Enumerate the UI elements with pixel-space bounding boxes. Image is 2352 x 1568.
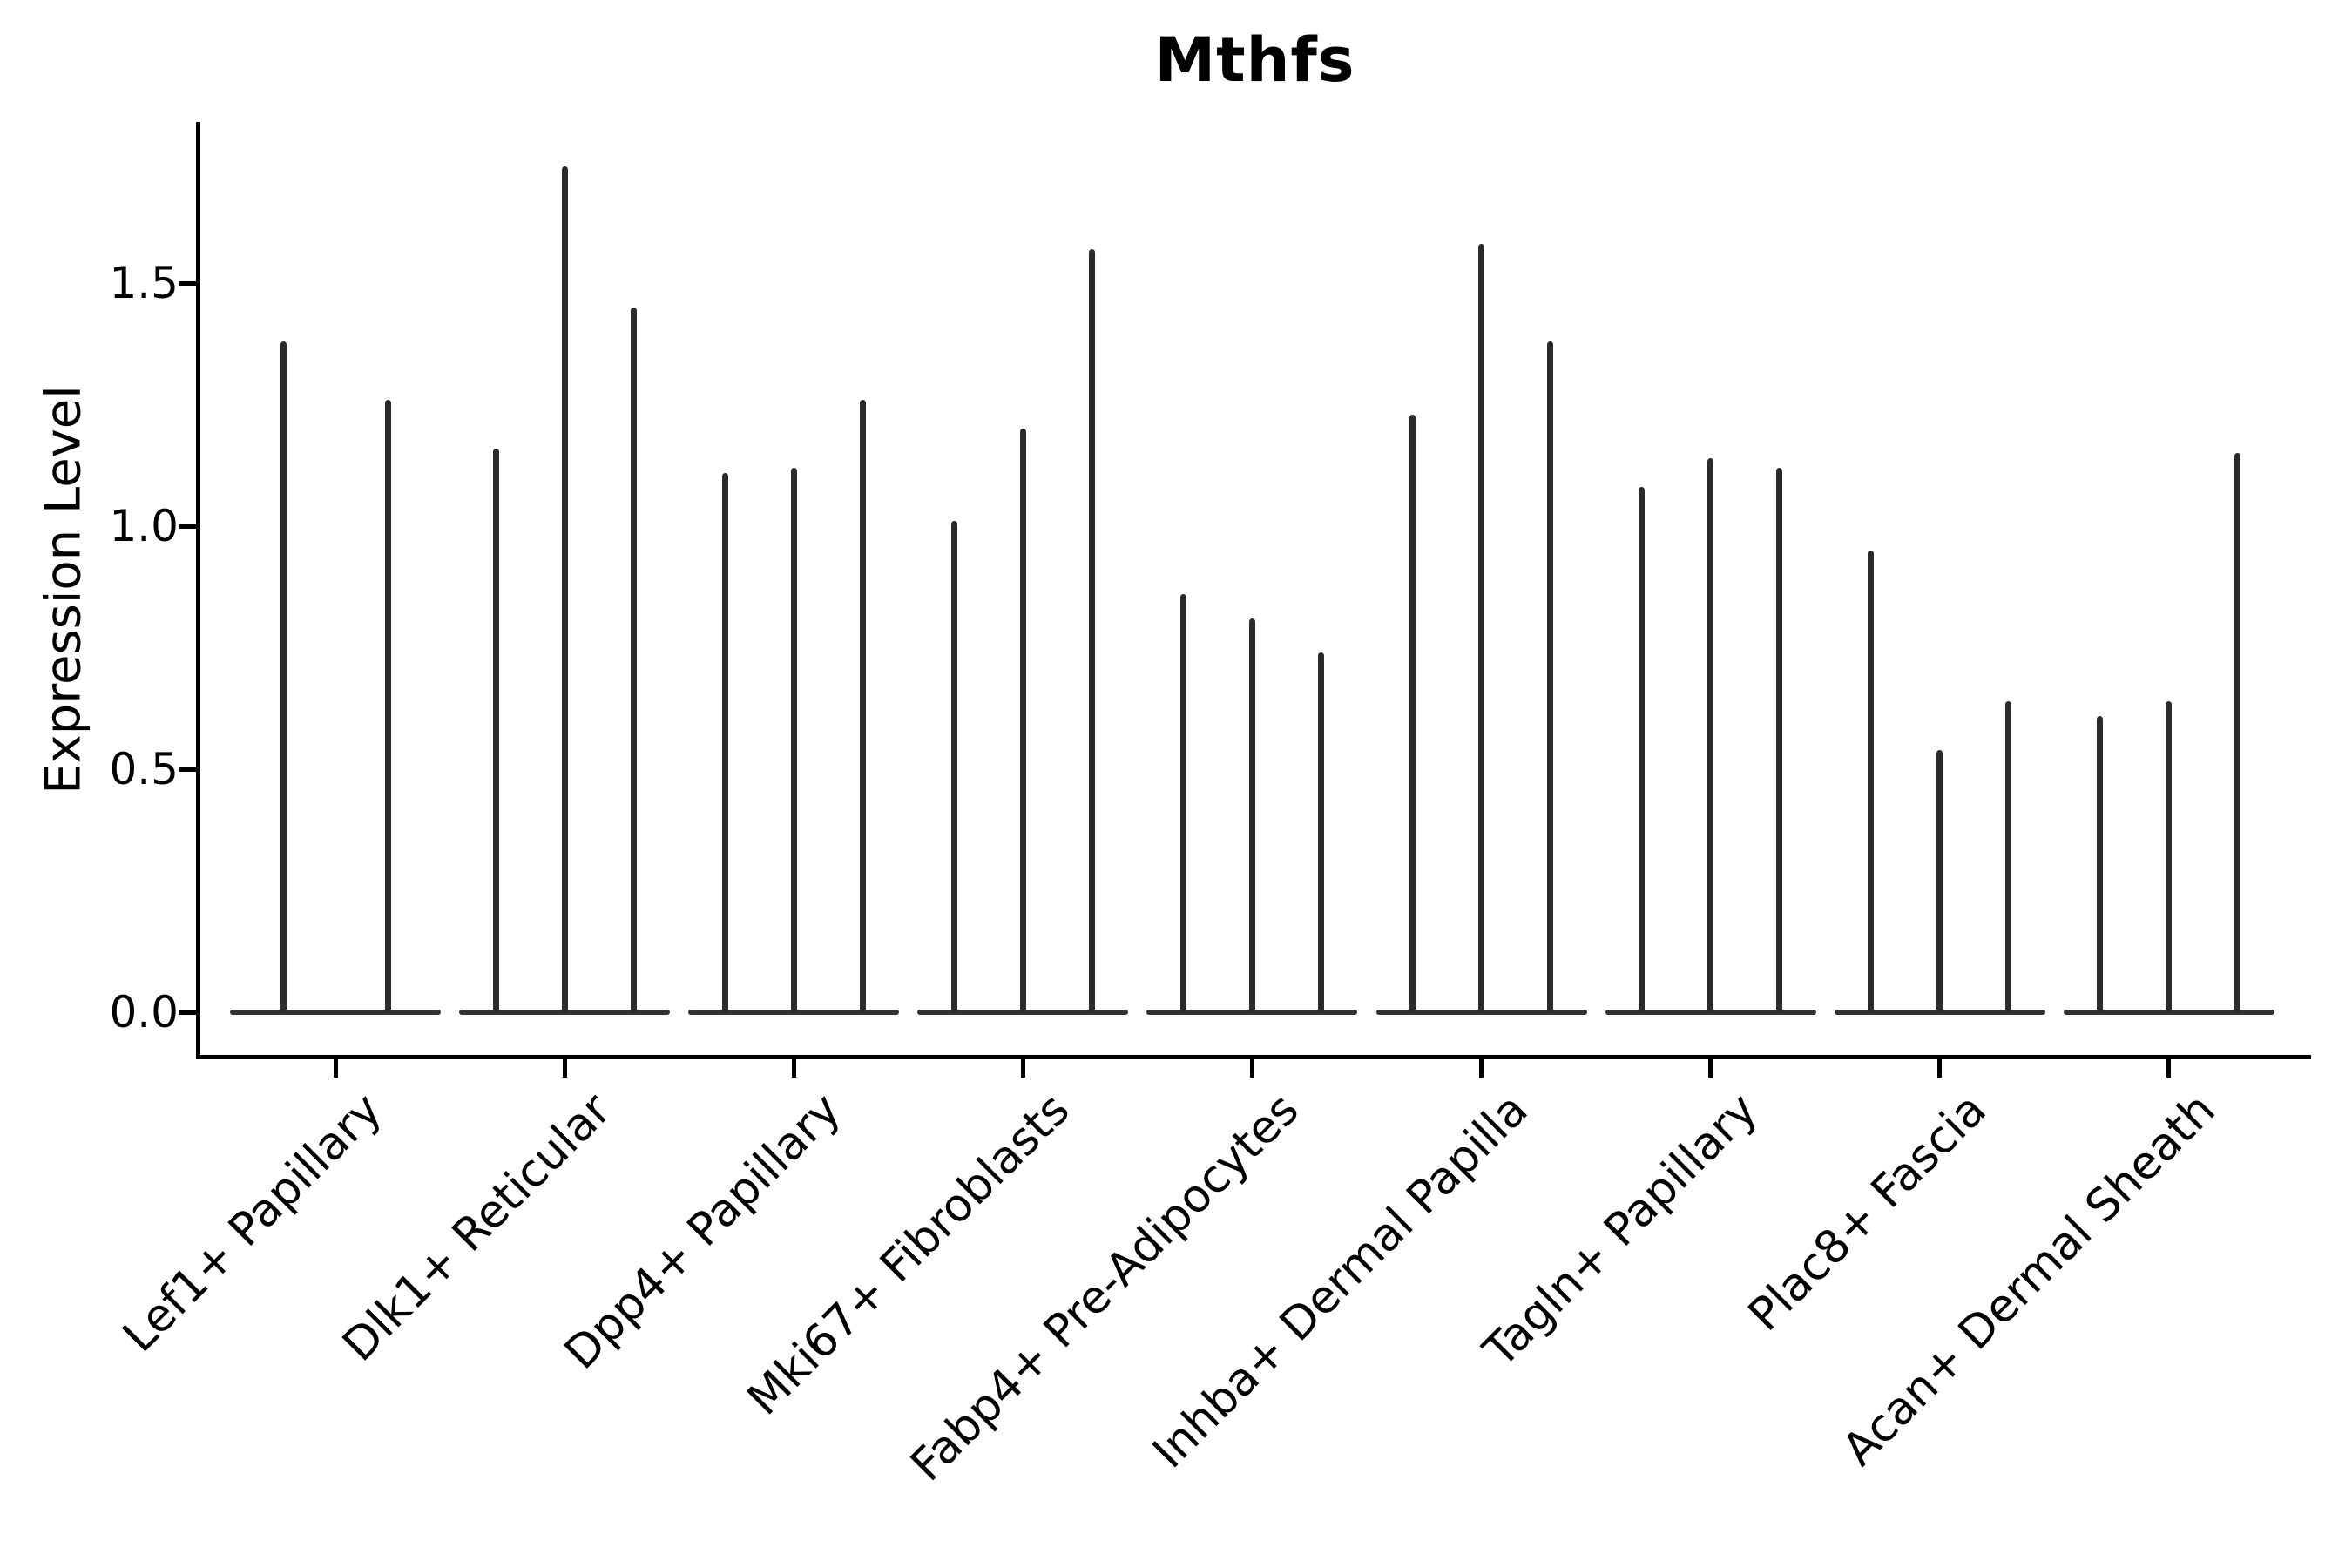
- violin-base: [917, 1010, 1129, 1015]
- x-tick: [1249, 1059, 1254, 1078]
- y-tick-label: 0.0: [109, 987, 179, 1037]
- x-tick-label: Acan+ Dermal Sheath: [1833, 1083, 2227, 1477]
- violin-base: [1605, 1010, 1816, 1015]
- violin-spike: [790, 468, 797, 1012]
- y-tick-label: 1.5: [109, 258, 179, 308]
- violin-spike: [1019, 429, 1026, 1012]
- y-tick-label: 1.0: [109, 501, 179, 551]
- violin-spike: [2166, 700, 2173, 1012]
- violin-spike: [2097, 715, 2104, 1012]
- violin-spike: [859, 399, 866, 1012]
- violin-spike: [384, 399, 391, 1012]
- x-tick: [1020, 1059, 1025, 1078]
- violin-spike: [1409, 414, 1416, 1012]
- x-tick-label: Fabp4+ Pre-Adipocytes: [901, 1083, 1309, 1492]
- violin-spike: [1936, 749, 1943, 1012]
- violin-base: [2063, 1010, 2274, 1015]
- violin-base: [1375, 1010, 1587, 1015]
- violin-spike: [492, 448, 499, 1012]
- violin-base: [1834, 1010, 2045, 1015]
- x-axis-spine: [196, 1055, 2311, 1059]
- plot-title: Mthfs: [1154, 24, 1355, 96]
- violin-spike: [561, 166, 568, 1012]
- violin-spike: [280, 341, 287, 1012]
- x-tick: [2166, 1059, 2172, 1078]
- x-tick-label: Plac8+ Fascia: [1739, 1083, 1997, 1342]
- y-tick: [179, 1010, 196, 1015]
- x-tick: [1479, 1059, 1484, 1078]
- violin-spike: [2234, 453, 2241, 1012]
- violin-spike: [1478, 244, 1484, 1012]
- violin-spike: [630, 307, 637, 1012]
- y-tick: [179, 767, 196, 772]
- violin-spike: [1639, 487, 1646, 1012]
- y-tick: [179, 280, 196, 286]
- violin-spike: [1317, 652, 1324, 1012]
- violin-base: [688, 1010, 900, 1015]
- violin-base: [459, 1010, 671, 1015]
- violin-spike: [721, 472, 728, 1012]
- violin-spike: [1868, 550, 1875, 1012]
- x-tick: [791, 1059, 796, 1078]
- violin-spike: [2005, 700, 2012, 1012]
- x-tick: [333, 1059, 338, 1078]
- violin-spike: [1776, 468, 1783, 1012]
- violin-spike: [1088, 248, 1095, 1012]
- x-tick: [1937, 1059, 1943, 1078]
- violin-spike: [950, 521, 957, 1012]
- y-axis-label: Expression Level: [35, 385, 92, 794]
- violin-spike: [1707, 457, 1714, 1012]
- y-tick-label: 0.5: [109, 744, 179, 794]
- y-tick: [179, 524, 196, 529]
- violin-base: [230, 1010, 441, 1015]
- x-tick: [1708, 1059, 1713, 1078]
- violin-spike: [1248, 618, 1255, 1012]
- violin-spike: [1547, 341, 1553, 1012]
- y-axis-spine: [196, 122, 200, 1059]
- violin-base: [1146, 1010, 1358, 1015]
- x-tick-label: Inhba+ Dermal Papilla: [1143, 1083, 1538, 1479]
- violin-spike: [1179, 594, 1186, 1012]
- x-tick: [562, 1059, 567, 1078]
